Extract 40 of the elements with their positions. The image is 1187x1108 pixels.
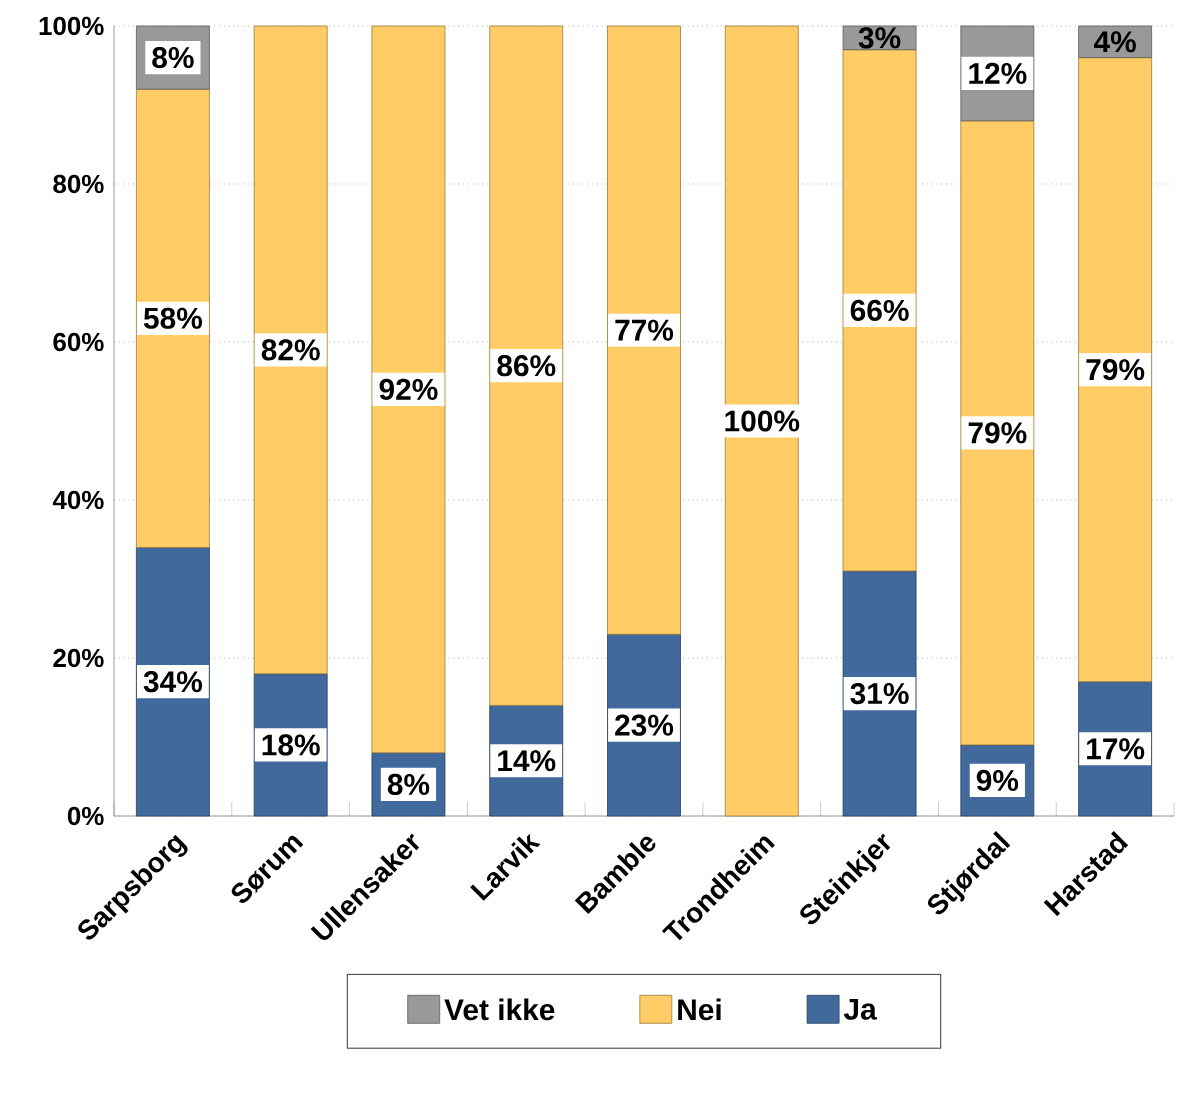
data-label: 9% — [976, 769, 1019, 792]
y-tick-label: 40% — [52, 490, 104, 510]
y-tick-label: 0% — [67, 806, 104, 826]
bar — [135, 547, 210, 817]
bar — [1078, 57, 1153, 683]
data-label: 34% — [143, 671, 202, 693]
y-tick-label: 60% — [53, 332, 104, 352]
bar — [253, 25, 328, 675]
data-label: 8% — [152, 47, 194, 69]
data-label: 31% — [850, 682, 909, 705]
data-label: 8% — [387, 773, 430, 795]
data-label: 23% — [615, 714, 674, 736]
data-label: 92% — [379, 378, 438, 400]
data-label: 79% — [968, 422, 1027, 444]
data-label: 58% — [143, 307, 202, 329]
bar — [607, 25, 681, 635]
data-label: 77% — [615, 319, 674, 341]
data-label: 66% — [850, 299, 909, 321]
legend-label: Vet ikke — [444, 998, 555, 1021]
data-label: 17% — [1087, 738, 1145, 760]
data-label: 82% — [261, 339, 320, 361]
data-label: 18% — [262, 734, 320, 756]
data-label: 86% — [497, 355, 556, 377]
y-tick-label: 20% — [53, 648, 104, 668]
legend-label: Ja — [843, 998, 877, 1020]
bar — [724, 25, 799, 817]
legend-label: Nei — [678, 998, 721, 1021]
data-label: 12% — [969, 62, 1027, 84]
bar — [960, 120, 1035, 746]
bar — [842, 49, 917, 572]
data-label: 3% — [858, 27, 901, 49]
data-label: 14% — [498, 750, 556, 772]
data-label: 4% — [1093, 31, 1136, 53]
bar — [371, 25, 446, 754]
y-tick-label: 80% — [53, 174, 104, 194]
data-label: 79% — [1086, 359, 1145, 381]
y-tick-label: 100% — [39, 16, 104, 36]
bar — [489, 25, 564, 706]
data-label: 100% — [725, 410, 800, 432]
bar — [135, 88, 210, 548]
